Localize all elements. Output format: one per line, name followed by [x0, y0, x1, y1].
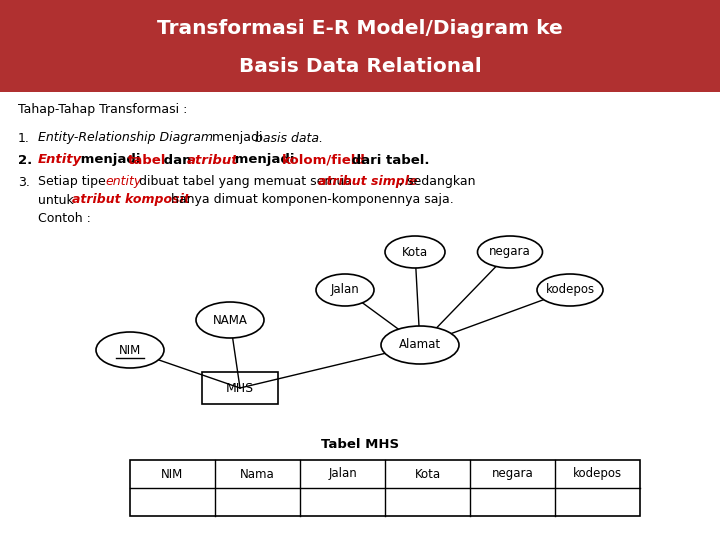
- Text: Basis Data Relational: Basis Data Relational: [238, 57, 482, 76]
- Text: menjadi: menjadi: [208, 132, 266, 145]
- FancyBboxPatch shape: [202, 372, 278, 404]
- Text: Setiap tipe: Setiap tipe: [38, 176, 109, 188]
- Text: MHS: MHS: [226, 381, 254, 395]
- Text: dan: dan: [159, 153, 196, 166]
- Text: Tahap-Tahap Transformasi :: Tahap-Tahap Transformasi :: [18, 104, 187, 117]
- Text: negara: negara: [492, 468, 534, 481]
- Text: atribut: atribut: [187, 153, 238, 166]
- Text: Transformasi E-R Model/Diagram ke: Transformasi E-R Model/Diagram ke: [157, 18, 563, 37]
- Text: Jalan: Jalan: [330, 284, 359, 296]
- Text: hanya dimuat komponen-komponennya saja.: hanya dimuat komponen-komponennya saja.: [167, 193, 454, 206]
- Text: dari tabel.: dari tabel.: [347, 153, 430, 166]
- Text: 2.: 2.: [18, 153, 32, 166]
- Text: Contoh :: Contoh :: [38, 212, 91, 225]
- Text: 1.: 1.: [18, 132, 30, 145]
- Text: Kota: Kota: [402, 246, 428, 259]
- Text: kodepos: kodepos: [573, 468, 622, 481]
- Text: Nama: Nama: [240, 468, 275, 481]
- Ellipse shape: [477, 236, 542, 268]
- Text: Tabel MHS: Tabel MHS: [321, 438, 399, 451]
- Text: basis data.: basis data.: [255, 132, 323, 145]
- FancyBboxPatch shape: [130, 460, 640, 516]
- FancyBboxPatch shape: [0, 0, 720, 92]
- Text: NAMA: NAMA: [212, 314, 248, 327]
- Text: entity: entity: [105, 176, 141, 188]
- Ellipse shape: [381, 326, 459, 364]
- Text: negara: negara: [489, 246, 531, 259]
- Ellipse shape: [385, 236, 445, 268]
- Text: NIM: NIM: [161, 468, 184, 481]
- Text: kodepos: kodepos: [546, 284, 595, 296]
- Text: 3.: 3.: [18, 176, 30, 188]
- Text: kolom/field: kolom/field: [282, 153, 366, 166]
- Ellipse shape: [196, 302, 264, 338]
- Text: menjadi: menjadi: [76, 153, 145, 166]
- Text: Entity-Relationship Diagram: Entity-Relationship Diagram: [38, 132, 213, 145]
- Ellipse shape: [537, 274, 603, 306]
- Text: Entity: Entity: [38, 153, 82, 166]
- Text: menjadi: menjadi: [230, 153, 299, 166]
- Ellipse shape: [96, 332, 164, 368]
- Text: Jalan: Jalan: [328, 468, 357, 481]
- Text: atribut simple: atribut simple: [318, 176, 418, 188]
- Text: Alamat: Alamat: [399, 339, 441, 352]
- Text: atribut komposit: atribut komposit: [72, 193, 190, 206]
- Text: untuk: untuk: [38, 193, 78, 206]
- Text: NIM: NIM: [119, 343, 141, 356]
- Text: dibuat tabel yang memuat semua: dibuat tabel yang memuat semua: [135, 176, 356, 188]
- Text: Kota: Kota: [415, 468, 441, 481]
- Ellipse shape: [316, 274, 374, 306]
- Text: tabel: tabel: [128, 153, 166, 166]
- Text: , sedangkan: , sedangkan: [399, 176, 475, 188]
